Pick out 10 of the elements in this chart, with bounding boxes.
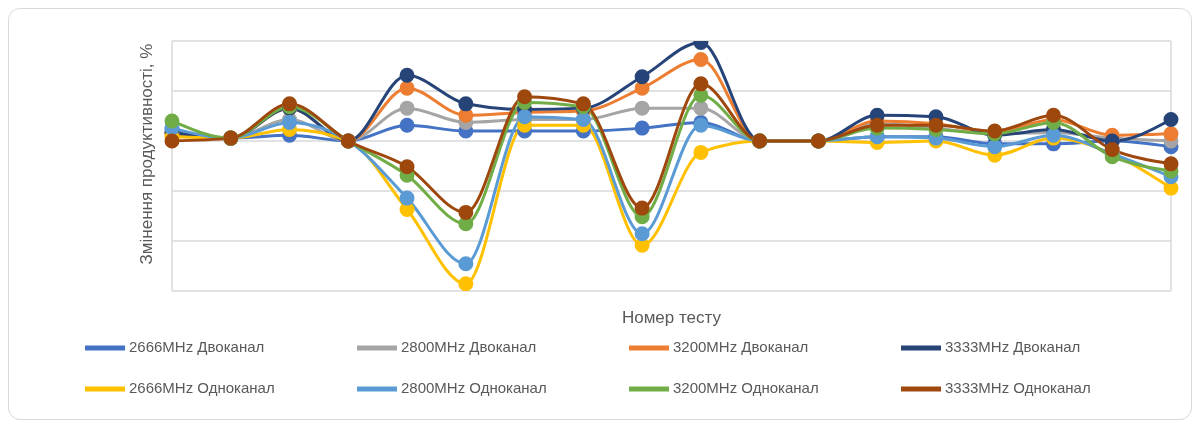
legend-label: 2666MHz Одноканал: [129, 377, 276, 398]
legend-label: 2666MHz Двоканал: [129, 336, 266, 357]
legend-label: 3333MHz Двоканал: [945, 336, 1082, 357]
x-axis-title: Номер тесту: [621, 307, 722, 327]
y-axis-title: Змінення продуктивності, %: [137, 42, 157, 267]
legend-label: 3200MHz Одноканал: [673, 377, 820, 398]
legend-label: 3333MHz Одноканал: [945, 377, 1092, 398]
legend-label: 3200MHz Двоканал: [673, 336, 810, 357]
legend-label: 2800MHz Одноканал: [401, 377, 548, 398]
legend-label: 2800MHz Двоканал: [401, 336, 538, 357]
